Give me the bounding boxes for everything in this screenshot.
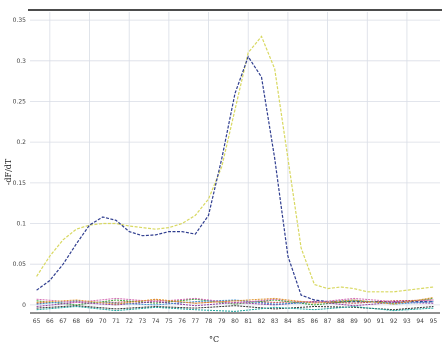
x-tick-label: 72 bbox=[125, 318, 133, 325]
grid-lines bbox=[30, 12, 440, 313]
x-tick-label: 79 bbox=[218, 318, 226, 325]
y-tick-label: 0.05 bbox=[13, 261, 27, 268]
y-tick-labels: 0 0.05 0.1 0.15 0.2 0.25 0.3 0.35 bbox=[13, 17, 27, 309]
x-tick-label: 70 bbox=[99, 318, 107, 325]
x-tick-label: 92 bbox=[390, 318, 398, 325]
x-tick-label: 73 bbox=[139, 318, 147, 325]
x-tick-label: 94 bbox=[416, 318, 424, 325]
data-series bbox=[36, 35, 434, 312]
x-tick-label: 65 bbox=[33, 318, 41, 325]
x-tick-label: 83 bbox=[271, 318, 279, 325]
x-tick-label: 85 bbox=[297, 318, 305, 325]
x-tick-label: 66 bbox=[46, 318, 54, 325]
y-tick-label: 0.25 bbox=[13, 98, 27, 105]
series-line bbox=[36, 305, 434, 312]
x-tick-label: 75 bbox=[165, 318, 173, 325]
y-tick-label: 0 bbox=[22, 302, 26, 309]
x-tick-label: 82 bbox=[258, 318, 266, 325]
x-tick-label: 88 bbox=[337, 318, 345, 325]
x-axis-title: °C bbox=[209, 335, 219, 344]
y-tick-label: 0.2 bbox=[16, 139, 26, 146]
x-tick-label: 90 bbox=[363, 318, 371, 325]
y-tick-label: 0.15 bbox=[13, 180, 27, 187]
x-tick-label: 76 bbox=[178, 318, 186, 325]
x-tick-label: 80 bbox=[231, 318, 239, 325]
x-tick-label: 95 bbox=[430, 318, 438, 325]
x-tick-label: 86 bbox=[311, 318, 319, 325]
x-tick-label: 67 bbox=[59, 318, 67, 325]
x-tick-label: 87 bbox=[324, 318, 332, 325]
x-tick-label: 69 bbox=[86, 318, 94, 325]
x-tick-label: 81 bbox=[244, 318, 252, 325]
y-tick-label: 0.3 bbox=[16, 58, 26, 65]
series-line bbox=[36, 297, 434, 304]
x-tick-label: 68 bbox=[72, 318, 80, 325]
x-tick-label: 77 bbox=[192, 318, 200, 325]
x-tick-label: 89 bbox=[350, 318, 358, 325]
x-tick-label: 78 bbox=[205, 318, 213, 325]
x-tick-labels: 65 66 67 68 69 70 71 72 73 74 75 76 77 78 79 80 81 82 83 84… bbox=[33, 318, 438, 325]
x-tick-label: 84 bbox=[284, 318, 292, 325]
y-axis-title: -dF/dT bbox=[4, 158, 13, 185]
y-tick-label: 0.35 bbox=[13, 17, 27, 24]
y-tick-label: 0.1 bbox=[16, 221, 26, 228]
series-line bbox=[36, 297, 434, 306]
x-tick-label: 74 bbox=[152, 318, 160, 325]
series-line bbox=[36, 35, 434, 293]
series-line bbox=[36, 297, 434, 305]
x-tick-label: 93 bbox=[403, 318, 411, 325]
x-tick-label: 71 bbox=[112, 318, 120, 325]
series-line bbox=[36, 301, 434, 307]
x-tick-label: 91 bbox=[377, 318, 385, 325]
